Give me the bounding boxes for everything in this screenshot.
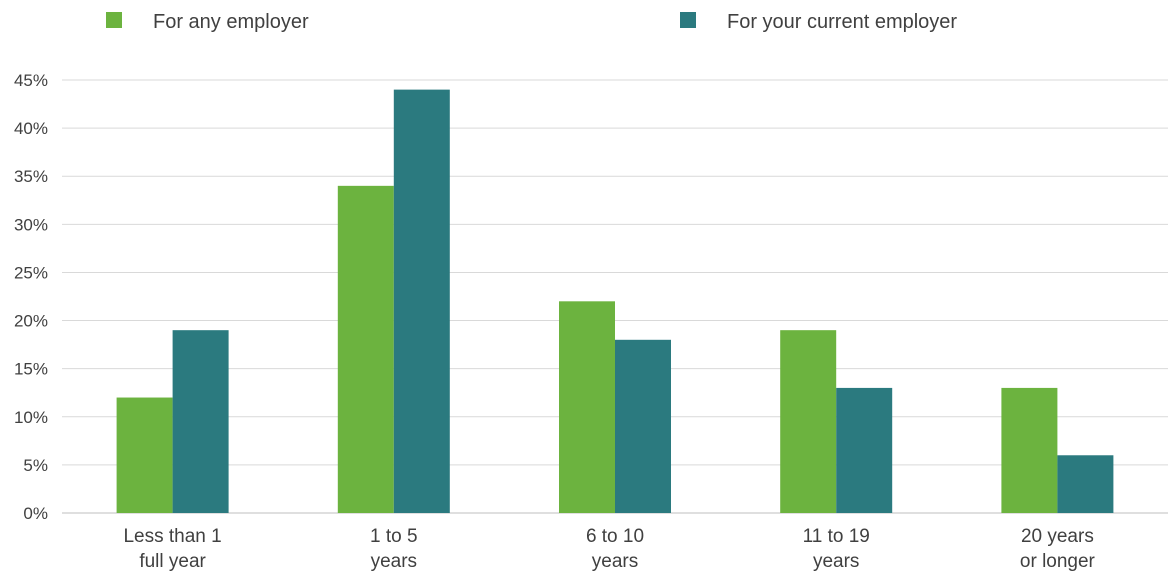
y-tick-label: 15% — [14, 360, 48, 379]
y-tick-label: 40% — [14, 119, 48, 138]
x-category-label: or longer — [1020, 551, 1096, 572]
y-tick-label: 35% — [14, 167, 48, 186]
bar-series-1-category-0 — [172, 330, 229, 513]
y-tick-label: 10% — [14, 408, 48, 427]
bar-series-0-category-0 — [116, 397, 173, 513]
bar-series-0-category-2 — [559, 301, 615, 513]
y-tick-label: 45% — [14, 71, 48, 90]
bars — [116, 89, 1114, 513]
y-axis: 0% 5% 10% 15% 20% 25% 30% 35% 40% 45% — [14, 71, 48, 523]
bar-series-1-category-2 — [615, 339, 671, 513]
legend-item: For any employer — [106, 11, 309, 33]
y-tick-label: 30% — [14, 215, 48, 234]
x-axis: Less than 1 full year 1 to 5 years 6 to 10 ye… — [123, 526, 1095, 572]
x-category-label: Less than 1 — [123, 526, 221, 547]
x-category-label: 11 to 19 — [803, 526, 870, 547]
bar-series-1-category-4 — [1057, 455, 1114, 513]
x-category-label: 20 years — [1021, 526, 1094, 547]
legend-item: For your current employer — [680, 11, 957, 33]
x-category-label: full year — [139, 551, 206, 572]
bar-series-0-category-1 — [337, 185, 394, 513]
legend-swatch — [106, 12, 122, 28]
y-tick-label: 20% — [14, 312, 48, 331]
legend-label: For any employer — [153, 11, 309, 33]
y-tick-label: 0% — [23, 504, 48, 523]
x-category-label: 6 to 10 — [586, 526, 644, 547]
legend-label: For your current employer — [727, 11, 957, 33]
y-tick-label: 25% — [14, 263, 48, 282]
legend: For any employer For your current employe… — [106, 11, 957, 33]
bar-series-1-category-3 — [836, 387, 893, 513]
x-category-label: years — [592, 551, 638, 572]
x-category-label: 1 to 5 — [370, 526, 418, 547]
x-category-label: years — [813, 551, 859, 572]
bar-series-1-category-1 — [393, 89, 450, 513]
x-category-label: years — [371, 551, 417, 572]
y-tick-label: 5% — [23, 456, 48, 475]
legend-swatch — [680, 12, 696, 28]
bar-series-0-category-4 — [1001, 387, 1058, 513]
bar-series-0-category-3 — [780, 330, 837, 513]
